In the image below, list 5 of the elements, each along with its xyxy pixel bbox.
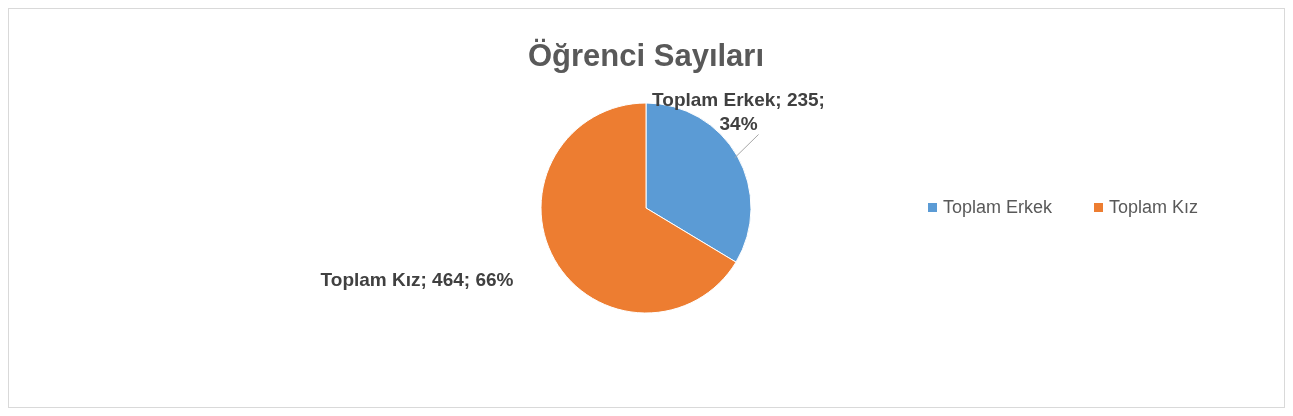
data-label: Toplam Erkek; 235; 34% — [652, 89, 825, 135]
data-label: Toplam Kız; 464; 66% — [320, 268, 514, 290]
legend-label: Toplam Kız — [1109, 197, 1199, 217]
legend-label: Toplam Erkek — [943, 197, 1054, 217]
chart-title: Öğrenci Sayıları — [527, 38, 765, 73]
